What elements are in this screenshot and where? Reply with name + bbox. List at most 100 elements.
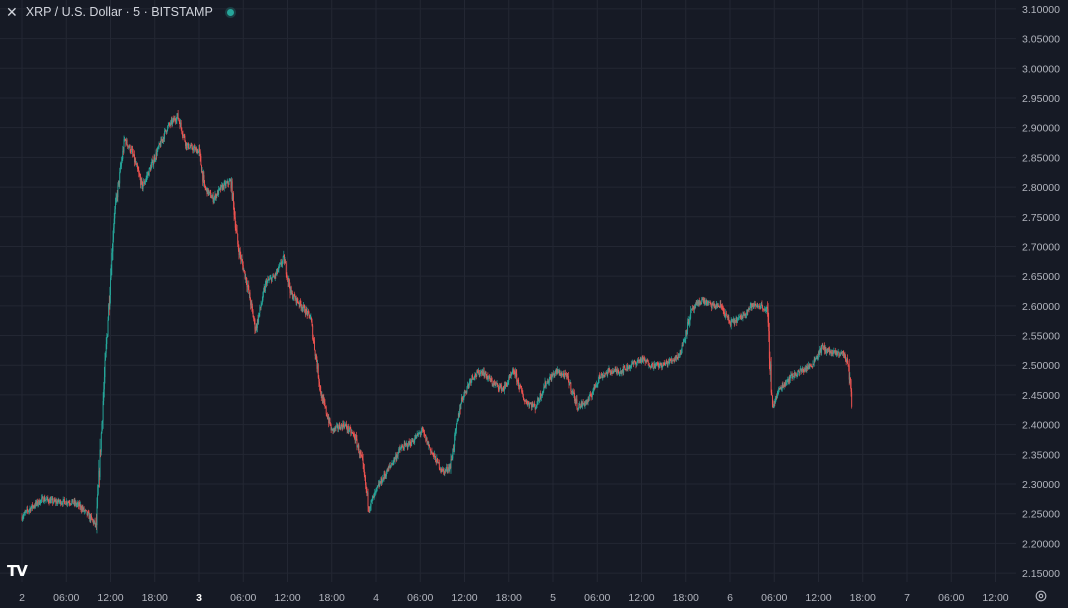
candle-body [60, 503, 62, 505]
candle-body [517, 379, 519, 381]
candle-body [68, 502, 70, 504]
candle-body [644, 358, 646, 361]
candle-body [848, 365, 850, 380]
candle-body [498, 388, 500, 390]
candle-body [748, 308, 750, 310]
candle-body [75, 502, 76, 504]
candle-body [44, 500, 46, 501]
candle-body [100, 449, 102, 452]
candle-body [468, 384, 470, 386]
candle-body [791, 373, 792, 375]
candle-body [846, 358, 848, 364]
candle-body [746, 309, 748, 313]
candle-body [668, 361, 669, 364]
candle-body [481, 371, 483, 375]
candle-body [787, 379, 789, 382]
candle-body [401, 446, 403, 448]
candle-body [196, 150, 198, 154]
candle-body [526, 401, 528, 404]
candle-body [652, 363, 654, 364]
time-tick-label: 6 [727, 592, 733, 604]
candle-body [202, 175, 204, 182]
candle-body [580, 406, 582, 408]
candle-body [407, 446, 409, 448]
candle-body [769, 358, 771, 371]
candle-body [194, 146, 196, 151]
candle-body [103, 389, 105, 401]
price-tick-label: 2.95000 [1022, 93, 1060, 105]
candle-body [305, 309, 307, 315]
candle-body [497, 385, 499, 389]
candle-body [23, 514, 25, 517]
candle-body [389, 465, 391, 467]
candle-body [604, 373, 606, 376]
candle-body [42, 496, 44, 503]
candle-body [626, 364, 628, 370]
candle-body [367, 492, 369, 507]
candle-body [374, 491, 376, 494]
candle-body [392, 463, 394, 465]
candle-body [279, 263, 281, 266]
candle-body [464, 390, 466, 393]
candle-body [532, 405, 534, 407]
candle-body [687, 319, 689, 323]
candle-body [28, 510, 30, 512]
candle-body [706, 303, 708, 305]
candle-body [150, 165, 152, 171]
tradingview-logo[interactable]: TV [7, 562, 28, 580]
candle-body [280, 262, 282, 264]
candle-body [460, 398, 462, 404]
candle-body [464, 390, 465, 395]
candle-body [570, 382, 572, 391]
symbol-title[interactable]: XRP / U.S. Dollar · 5 · BITSTAMP [25, 5, 213, 19]
candle-body [403, 448, 405, 450]
candle-body [197, 150, 199, 153]
candle-body [710, 302, 712, 306]
candle-body [670, 360, 672, 362]
candle-body [535, 406, 537, 408]
candle-body [617, 370, 619, 373]
candle-body [252, 310, 254, 318]
candle-body [597, 382, 599, 384]
time-axis[interactable]: 2 06:00 12:00 18:00 3 06:00 12:00 18:00 4 06:00 12… [19, 592, 1009, 604]
candle-body [666, 360, 668, 363]
gear-icon[interactable] [1034, 589, 1048, 603]
candle-body [32, 506, 34, 508]
candle-body [654, 363, 656, 368]
candle-body [275, 272, 277, 276]
candle-body [116, 195, 118, 197]
candle-body [588, 398, 590, 401]
candle-body [745, 314, 747, 316]
candle-body [777, 391, 779, 395]
candle-body [398, 448, 400, 450]
price-axis[interactable]: 3.10000 3.05000 3.00000 2.95000 2.90000 2.850… [1022, 4, 1060, 580]
candle-body [331, 428, 333, 430]
candle-body [806, 366, 808, 370]
candle-body [610, 370, 612, 373]
candle-body [308, 311, 310, 315]
candle-body [154, 157, 156, 161]
candle-body [724, 315, 726, 317]
candle-body [62, 499, 64, 505]
candle-body [328, 418, 330, 423]
candle-body [746, 312, 748, 315]
close-icon[interactable]: ✕ [6, 4, 18, 20]
candle-body [596, 383, 598, 385]
candle-body [137, 168, 139, 172]
candle-body [68, 502, 70, 504]
candle-body [845, 355, 846, 361]
candle-body [288, 279, 290, 282]
candle-body [405, 444, 406, 445]
candle-body [741, 317, 743, 319]
candle-body [267, 279, 269, 281]
price-tick-label: 2.90000 [1022, 123, 1060, 135]
candle-body [837, 351, 839, 353]
candle-body [836, 351, 838, 355]
candle-body [770, 364, 772, 371]
candle-body [398, 448, 400, 453]
candle-body [304, 306, 306, 313]
candle-body [821, 344, 823, 346]
candle-body [649, 365, 650, 367]
